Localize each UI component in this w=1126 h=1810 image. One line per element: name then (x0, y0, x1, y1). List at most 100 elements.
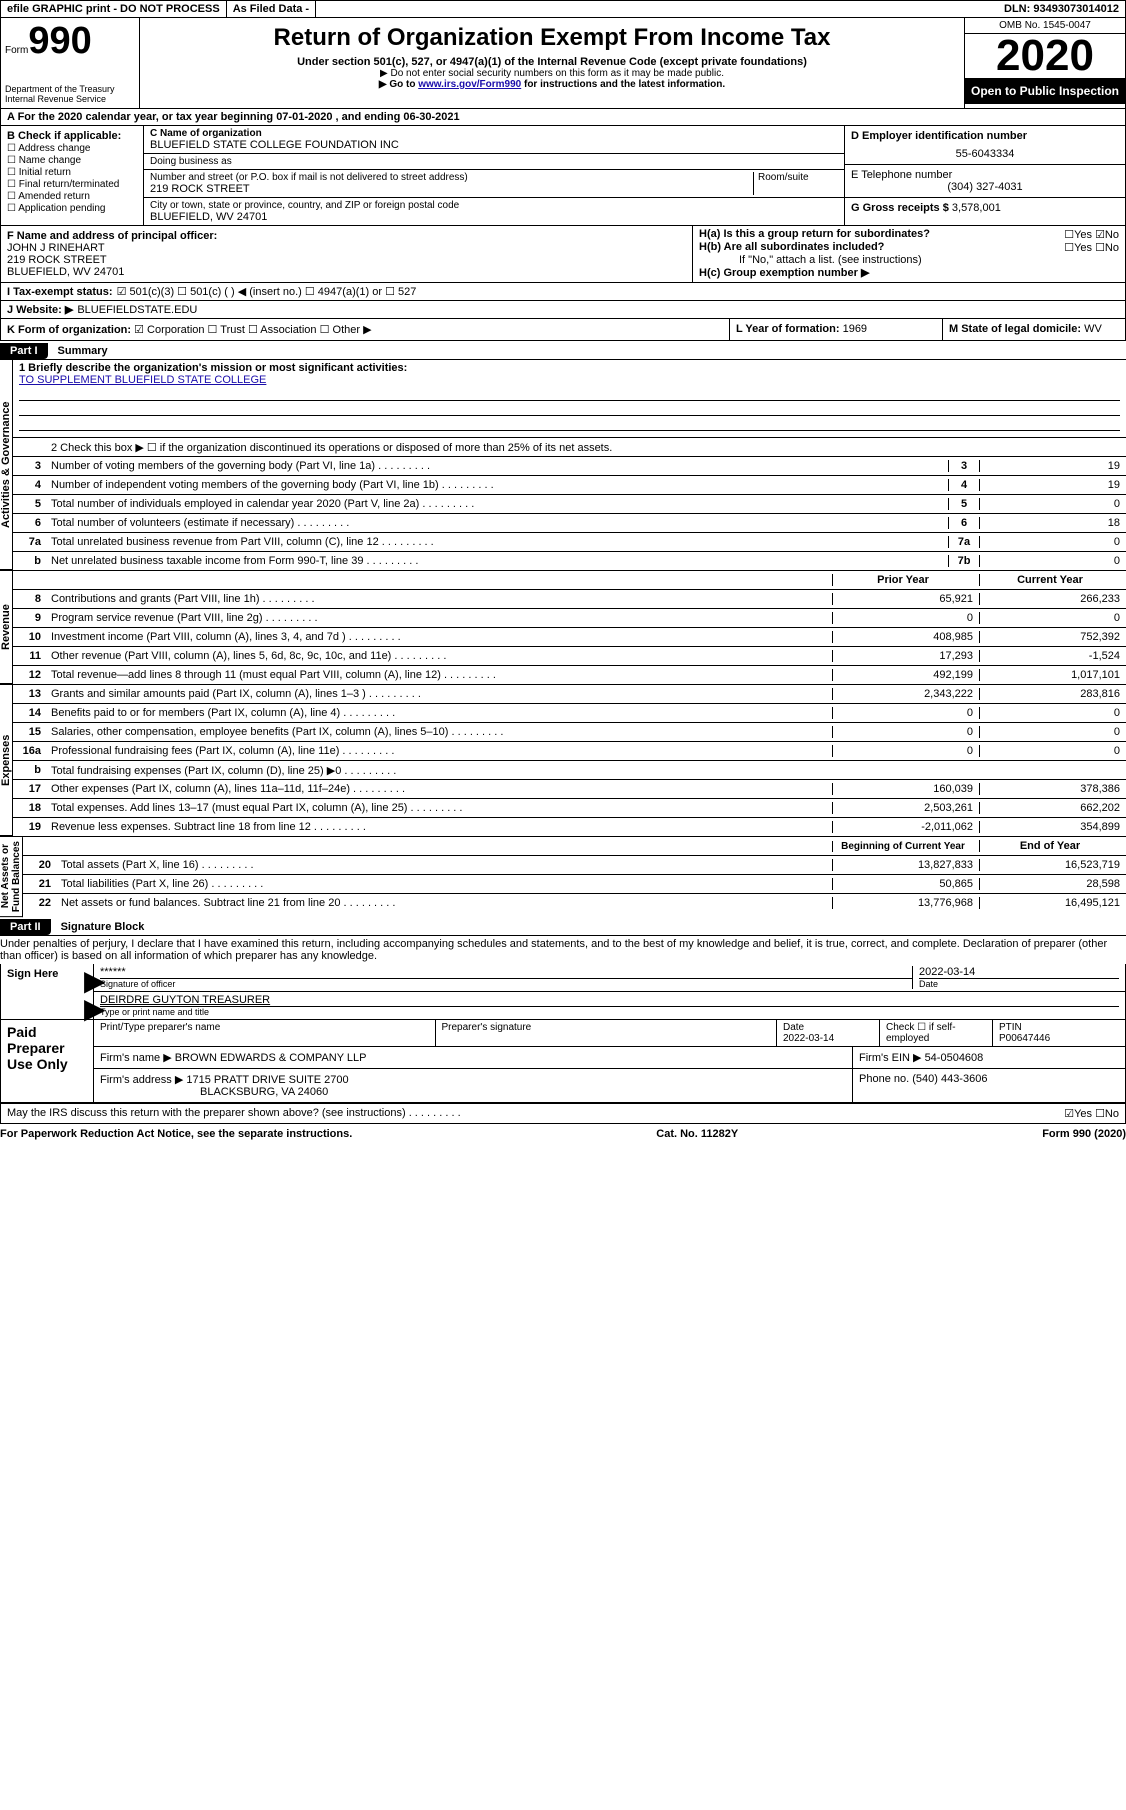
prior-val: 65,921 (832, 593, 979, 605)
line-j: J Website: ▶ BLUEFIELDSTATE.EDU (0, 301, 1126, 319)
as-filed-label: As Filed Data - (227, 1, 316, 17)
summary-na: Net Assets or Fund Balances Beginning of… (0, 836, 1126, 917)
ptin-value: P00647446 (999, 1033, 1050, 1044)
prior-val: -2,011,062 (832, 821, 979, 833)
top-bar: efile GRAPHIC print - DO NOT PROCESS As … (0, 0, 1126, 18)
gov-row: bNet unrelated business taxable income f… (13, 552, 1126, 570)
line-klm: K Form of organization: ☑ Corporation ☐ … (0, 319, 1126, 341)
data-row: 22Net assets or fund balances. Subtract … (23, 894, 1126, 912)
curr-val: 0 (979, 612, 1126, 624)
sig-date: 2022-03-14 (919, 966, 1119, 978)
box-g: G Gross receipts $ 3,578,001 (845, 198, 1125, 218)
tax-year: 2020 (965, 34, 1125, 78)
officer-name-title: DEIRDRE GUYTON TREASURER (100, 994, 1119, 1006)
box-h: H(a) Is this a group return for subordin… (693, 226, 1125, 282)
sign-arrow-icon: ▶ (84, 992, 106, 1025)
data-row: 19Revenue less expenses. Subtract line 1… (13, 818, 1126, 836)
year-formation: 1969 (843, 323, 867, 335)
curr-val: 662,202 (979, 802, 1126, 814)
chk-amended[interactable]: ☐ Amended return (7, 191, 137, 202)
prior-val: 13,776,968 (832, 897, 979, 909)
curr-val: 354,899 (979, 821, 1126, 833)
ein-value: 55-6043334 (851, 148, 1119, 160)
chk-name-change[interactable]: ☐ Name change (7, 155, 137, 166)
chk-app-pending[interactable]: ☐ Application pending (7, 203, 137, 214)
gross-receipts: 3,578,001 (952, 202, 1001, 214)
chk-address-change[interactable]: ☐ Address change (7, 143, 137, 154)
form-number: 990 (28, 20, 91, 62)
open-to-public: Open to Public Inspection (965, 78, 1125, 104)
box-e: E Telephone number (304) 327-4031 (845, 165, 1125, 198)
curr-val: 16,495,121 (979, 897, 1126, 909)
curr-val: 0 (979, 745, 1126, 757)
irs-link[interactable]: www.irs.gov/Form990 (418, 79, 521, 90)
summary-rev: Revenue Prior Year Current Year 8Contrib… (0, 570, 1126, 684)
dln-label: DLN: (1004, 3, 1030, 15)
curr-val: 1,017,101 (979, 669, 1126, 681)
chk-final-return[interactable]: ☐ Final return/terminated (7, 179, 137, 190)
curr-val: 16,523,719 (979, 859, 1126, 871)
form-title: Return of Organization Exempt From Incom… (148, 24, 956, 52)
tax-exempt-opts[interactable]: ☑ 501(c)(3) ☐ 501(c) ( ) ◀ (insert no.) … (117, 285, 417, 298)
prior-val: 0 (832, 726, 979, 738)
state-domicile: WV (1084, 323, 1102, 335)
mission-text[interactable]: TO SUPPLEMENT BLUEFIELD STATE COLLEGE (19, 374, 266, 386)
firm-phone: (540) 443-3606 (912, 1073, 987, 1085)
sign-here-block: Sign Here ▶ ****** Signature of officer … (0, 964, 1126, 1104)
data-row: 10Investment income (Part VIII, column (… (13, 628, 1126, 647)
summary-gov: Activities & Governance 1 Briefly descri… (0, 359, 1126, 570)
section-f-h: F Name and address of principal officer:… (0, 226, 1126, 283)
prior-val: 0 (832, 612, 979, 624)
line-a: A For the 2020 calendar year, or tax yea… (0, 109, 1126, 126)
gov-row: 7aTotal unrelated business revenue from … (13, 533, 1126, 552)
gov-row: 6Total number of volunteers (estimate if… (13, 514, 1126, 533)
gov-val: 19 (979, 460, 1126, 472)
page-footer: For Paperwork Reduction Act Notice, see … (0, 1124, 1126, 1144)
curr-val: 378,386 (979, 783, 1126, 795)
prep-date: 2022-03-14 (783, 1033, 834, 1044)
data-row: 14Benefits paid to or for members (Part … (13, 704, 1126, 723)
efile-notice: efile GRAPHIC print - DO NOT PROCESS (1, 1, 227, 17)
prior-val: 2,343,222 (832, 688, 979, 700)
org-street: 219 ROCK STREET (150, 183, 749, 195)
prior-val: 492,199 (832, 669, 979, 681)
chk-self-employed[interactable]: Check ☐ if self-employed (879, 1020, 992, 1046)
data-row: 9Program service revenue (Part VIII, lin… (13, 609, 1126, 628)
form-subtitle: Under section 501(c), 527, or 4947(a)(1)… (148, 56, 956, 68)
gov-val: 0 (979, 555, 1126, 567)
irs-discuss: May the IRS discuss this return with the… (0, 1104, 1126, 1124)
data-row: 20Total assets (Part X, line 16) 13,827,… (23, 856, 1126, 875)
data-row: 11Other revenue (Part VIII, column (A), … (13, 647, 1126, 666)
gov-val: 19 (979, 479, 1126, 491)
curr-val: 0 (979, 707, 1126, 719)
part1-header: Part I Summary (0, 343, 1126, 359)
prior-val: 0 (832, 745, 979, 757)
h-a-answer[interactable]: ☐Yes ☑No (1064, 228, 1119, 241)
chk-initial-return[interactable]: ☐ Initial return (7, 167, 137, 178)
curr-val: 266,233 (979, 593, 1126, 605)
gov-row: 4Number of independent voting members of… (13, 476, 1126, 495)
prior-val: 408,985 (832, 631, 979, 643)
line-i: I Tax-exempt status: ☑ 501(c)(3) ☐ 501(c… (0, 283, 1126, 301)
ssn-note: ▶ Do not enter social security numbers o… (148, 68, 956, 79)
prior-val: 50,865 (832, 878, 979, 890)
treasury-text: Department of the Treasury Internal Reve… (5, 84, 135, 104)
curr-val: 752,392 (979, 631, 1126, 643)
curr-val: -1,524 (979, 650, 1126, 662)
data-row: 13Grants and similar amounts paid (Part … (13, 685, 1126, 704)
prior-val: 0 (832, 707, 979, 719)
data-row: bTotal fundraising expenses (Part IX, co… (13, 761, 1126, 780)
data-row: 21Total liabilities (Part X, line 26) 50… (23, 875, 1126, 894)
gov-val: 0 (979, 536, 1126, 548)
curr-val: 0 (979, 726, 1126, 738)
sig-stars: ****** (100, 966, 912, 978)
firm-address: 1715 PRATT DRIVE SUITE 2700 (186, 1074, 348, 1086)
curr-val: 283,816 (979, 688, 1126, 700)
dln-value: 93493073014012 (1033, 3, 1119, 15)
firm-ein: 54-0504608 (925, 1052, 984, 1064)
form-of-org[interactable]: ☑ Corporation ☐ Trust ☐ Association ☐ Ot… (134, 324, 371, 336)
h-b-answer[interactable]: ☐Yes ☐No (1064, 241, 1119, 254)
org-name: BLUEFIELD STATE COLLEGE FOUNDATION INC (150, 139, 838, 151)
box-f: F Name and address of principal officer:… (1, 226, 693, 282)
discuss-answer[interactable]: ☑Yes ☐No (1064, 1107, 1119, 1120)
